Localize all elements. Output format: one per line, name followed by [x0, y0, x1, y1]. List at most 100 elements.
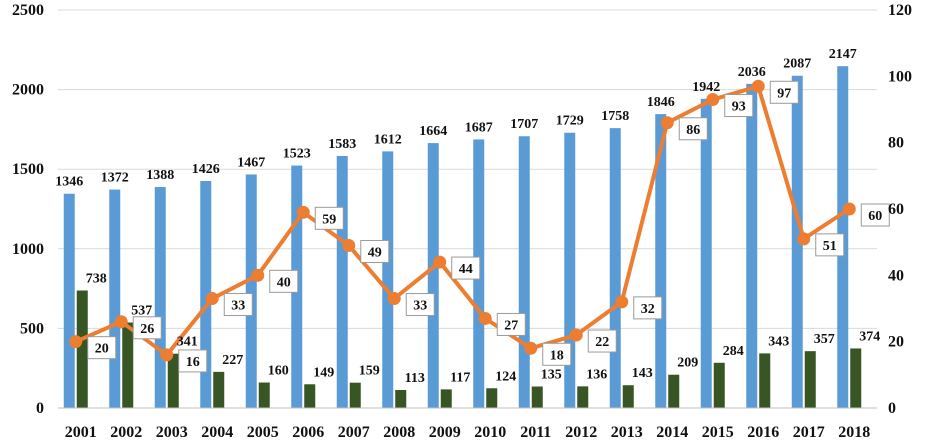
- x-axis-tick: 2011: [520, 424, 551, 441]
- line-label-box: [87, 336, 117, 360]
- right-axis-tick: 20: [888, 334, 904, 351]
- x-axis-tick: 2002: [110, 424, 142, 441]
- line-point-label: 44: [459, 262, 473, 277]
- bar-sub: [531, 386, 543, 408]
- bar-sub: [804, 351, 816, 408]
- bar-sub-label: 160: [268, 364, 289, 379]
- bar-sub: [349, 382, 361, 408]
- line-label-box: [178, 349, 208, 373]
- line-path: [74, 84, 851, 357]
- line-point-label: 86: [686, 123, 700, 138]
- x-axis-tick: 2008: [383, 424, 415, 441]
- left-axis-tick: 500: [20, 320, 44, 337]
- bar-total-label: 1426: [192, 162, 220, 177]
- x-axis-tick: 2006: [292, 424, 324, 441]
- bar-sub-label: 143: [632, 366, 653, 381]
- bar-total: [200, 180, 212, 408]
- line-point: [797, 232, 811, 246]
- bar-sub: [850, 348, 862, 408]
- axes: 0 500 1000 1500 2000 2500 0 20 40 60 80 100 120 2001 2…: [12, 2, 912, 441]
- line-label-box: [724, 94, 754, 118]
- bar-total-label: 2036: [738, 65, 766, 80]
- line-point: [433, 255, 447, 269]
- bar-total: [655, 114, 667, 409]
- bar-total: [154, 187, 166, 408]
- bar-total-label: 1372: [101, 171, 129, 186]
- bar-sub: [759, 353, 771, 408]
- bar-sub-label: 117: [450, 370, 470, 385]
- x-axis-tick: 2016: [747, 424, 779, 441]
- line-label-box: [496, 312, 526, 336]
- line-point-label: 93: [732, 100, 746, 115]
- left-axis-tick: 2500: [12, 2, 44, 19]
- line-point-label: 27: [504, 318, 518, 333]
- bar-sub-label: 136: [586, 367, 607, 382]
- bar-total: [518, 136, 530, 408]
- x-axis-tick: 2017: [793, 424, 825, 441]
- right-axis-tick: 0: [888, 400, 896, 417]
- bar-total-label: 1467: [237, 155, 265, 170]
- x-axis-tick: 2012: [565, 424, 597, 441]
- bar-total: [427, 143, 439, 409]
- bar-sub: [76, 290, 88, 408]
- x-axis-tick: 2001: [65, 424, 97, 441]
- x-axis-tick: 2010: [474, 424, 506, 441]
- line-point-label: 97: [777, 86, 791, 101]
- bar-total: [336, 155, 348, 408]
- left-axis-tick: 1500: [12, 161, 44, 178]
- line-point-label: 33: [413, 299, 427, 314]
- line-label-box: [542, 342, 572, 366]
- bar-sub-label: 357: [814, 332, 835, 347]
- bar-total: [564, 132, 576, 408]
- line-point: [114, 315, 128, 329]
- line-point-label: 32: [641, 302, 655, 317]
- line-label-box: [815, 233, 845, 257]
- bar-total-label: 1523: [283, 147, 311, 162]
- bar-total: [700, 98, 712, 408]
- line-point: [251, 268, 265, 282]
- bar-sub-label: 159: [359, 364, 380, 379]
- bar-sub-label: 209: [677, 356, 698, 371]
- line-point: [342, 238, 356, 252]
- x-axis-tick: 2015: [702, 424, 734, 441]
- line-point: [478, 311, 492, 325]
- x-axis-tick: 2009: [429, 424, 461, 441]
- bar-total: [245, 174, 257, 408]
- line-label-box: [633, 296, 663, 320]
- bar-total: [791, 75, 803, 408]
- x-axis-tick: 2013: [611, 424, 643, 441]
- bar-sub: [668, 374, 680, 408]
- x-axis-tick: 2018: [838, 424, 870, 441]
- bar-total-label: 1729: [556, 114, 584, 129]
- bar-total: [609, 128, 621, 408]
- right-axis-tick: 120: [888, 2, 912, 19]
- bar-sub: [258, 382, 270, 408]
- line-label-box: [360, 239, 390, 263]
- bar-total-label: 1346: [55, 175, 83, 190]
- bar-total: [63, 193, 75, 408]
- x-axis-tick: 2014: [656, 424, 688, 441]
- bar-sub: [440, 389, 452, 408]
- line-point: [160, 348, 174, 362]
- x-axis-tick: 2005: [247, 424, 279, 441]
- x-axis-tick: 2007: [338, 424, 370, 441]
- left-axis-tick: 2000: [12, 82, 44, 99]
- line-point-label: 51: [823, 239, 837, 254]
- line-point: [615, 295, 629, 309]
- line-label-box: [860, 203, 890, 227]
- right-axis-tick: 100: [888, 68, 912, 85]
- line-label-box: [269, 269, 299, 293]
- bar-sub-label: 738: [86, 272, 107, 287]
- line-point-label: 20: [95, 342, 109, 357]
- right-axis-tick: 40: [888, 267, 904, 284]
- bar-total-label: 1583: [328, 137, 356, 152]
- line-point: [751, 79, 765, 93]
- right-axis-tick: 60: [888, 201, 904, 218]
- x-axis-tick: 2004: [201, 424, 233, 441]
- bar-sub: [213, 371, 225, 408]
- bar-total-label: 2087: [783, 57, 811, 72]
- bar-total-label: 1664: [419, 124, 447, 139]
- bar-sub: [577, 386, 589, 408]
